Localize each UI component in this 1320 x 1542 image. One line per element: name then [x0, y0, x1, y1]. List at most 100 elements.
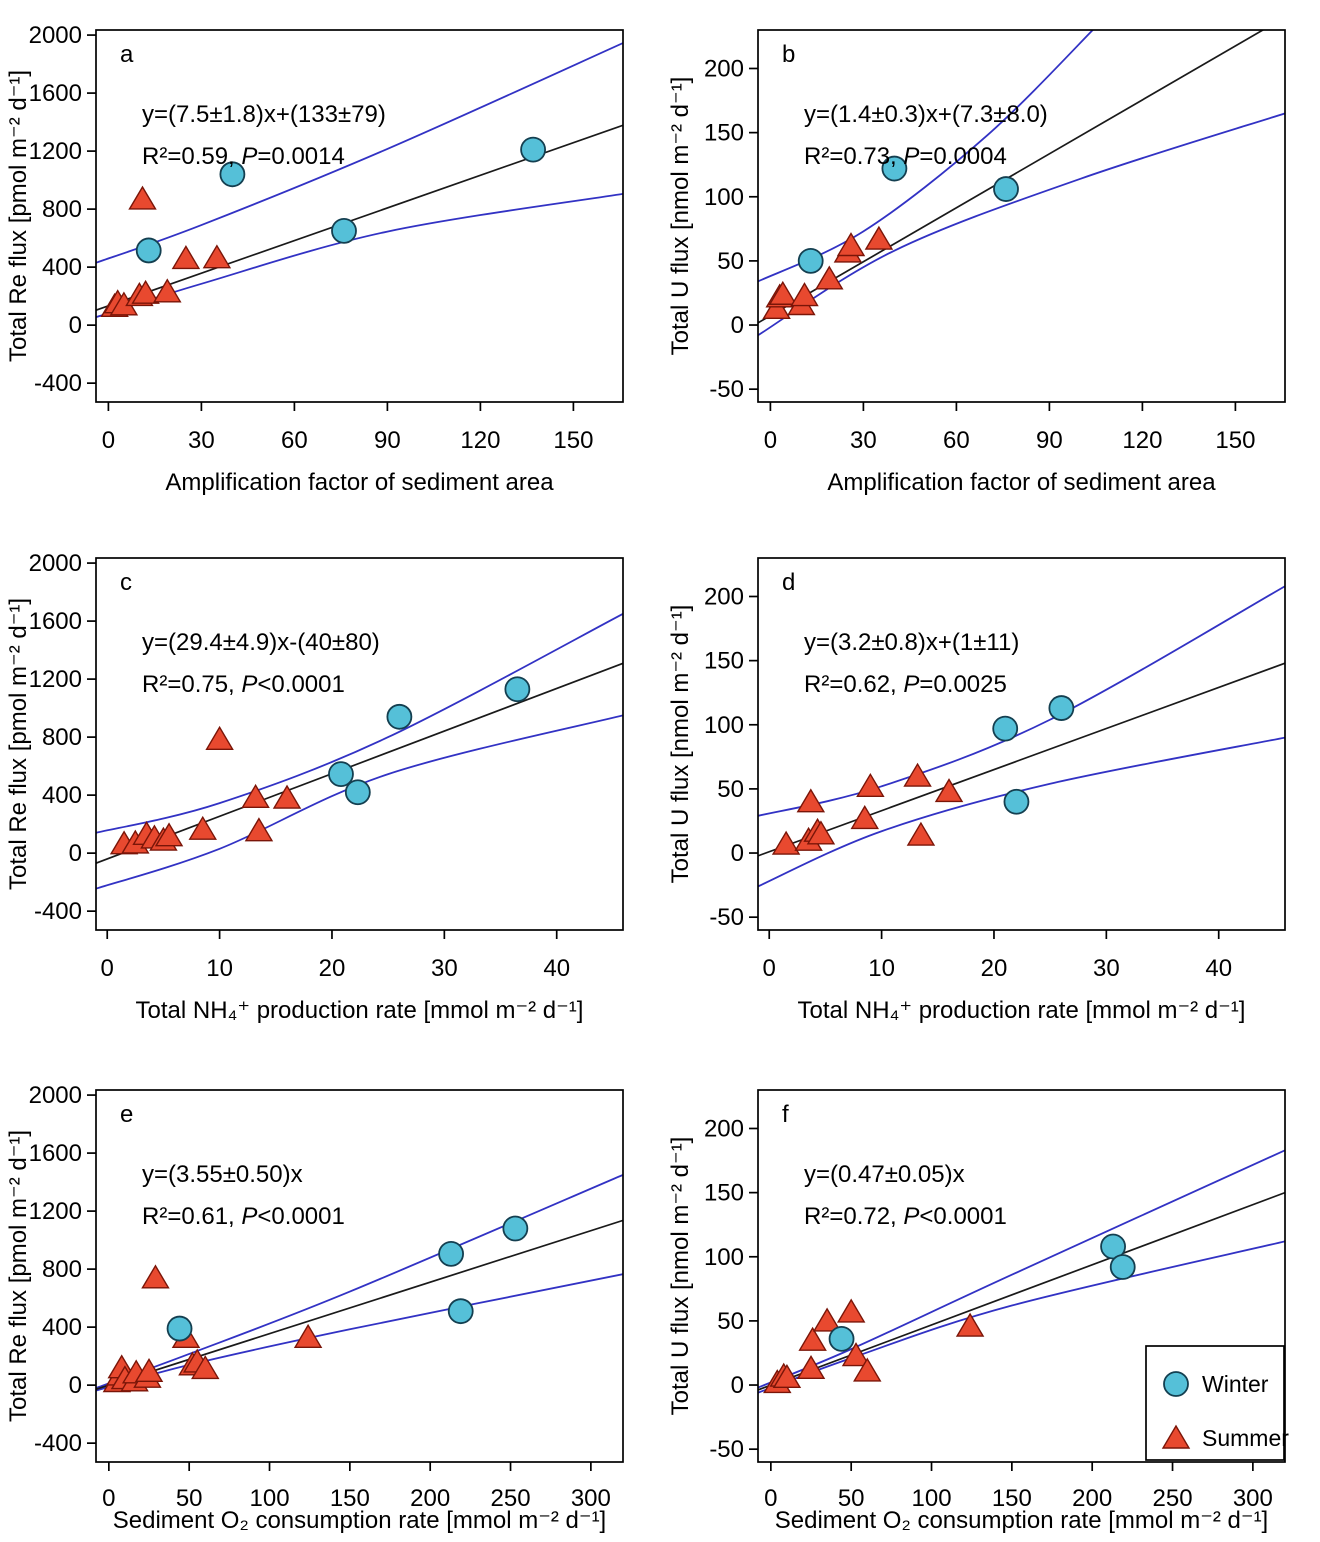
summer-point [903, 762, 932, 787]
regression-line [758, 662, 1285, 857]
x-tick-label: 0 [102, 1485, 115, 1512]
y-tick-label: -50 [709, 376, 744, 403]
summer-point [856, 772, 885, 798]
x-axis-title: Total NH₄⁺ production rate [mmol m⁻² d⁻¹… [136, 997, 584, 1024]
x-axis-title: Sediment O₂ consumption rate [mmol m⁻² d… [775, 1507, 1268, 1534]
x-tick-label: 250 [1153, 1485, 1193, 1512]
y-tick-label: 150 [704, 1180, 744, 1207]
equation-text: y=(0.47±0.05)x [804, 1161, 965, 1188]
summer-point [806, 820, 836, 845]
y-axis-title: Total U flux [nmol m⁻² d⁻¹] [667, 77, 694, 356]
y-tick-label: 2000 [29, 22, 82, 49]
x-tick-label: 120 [1122, 427, 1162, 454]
legend-winter-marker-icon [1163, 1371, 1189, 1397]
summer-point [188, 815, 217, 840]
panel-e: 0 50 100 150 200 250 300 -400 0 400 800 1200 1600 200… [5, 1082, 624, 1534]
equation-text: y=(29.4±4.9)x-(40±80) [142, 629, 380, 656]
panel-letter: f [782, 1101, 789, 1128]
winter-point [828, 1325, 855, 1352]
x-tick-label: 30 [431, 955, 458, 982]
y-tick-label: 0 [731, 312, 744, 339]
y-tick-label: 150 [704, 120, 744, 147]
x-tick-label: 150 [1215, 427, 1255, 454]
panel-letter: a [120, 41, 134, 68]
y-tick-label: 1200 [29, 666, 82, 693]
x-tick-label: 100 [912, 1485, 952, 1512]
x-tick-label: 0 [763, 955, 776, 982]
y-tick-label: 1200 [29, 1198, 82, 1225]
y-tick-label: 200 [704, 1115, 744, 1142]
x-tick-label: 200 [410, 1485, 450, 1512]
y-tick-label: 100 [704, 1244, 744, 1271]
y-tick-label: 200 [704, 583, 744, 610]
winter-point [504, 676, 531, 703]
panel-letter: e [120, 1101, 133, 1128]
y-tick-label: 0 [69, 312, 82, 339]
y-tick-label: 1600 [29, 80, 82, 107]
legend-label-summer: Summer [1202, 1425, 1289, 1451]
summer-point [864, 225, 894, 250]
winter-point [386, 703, 413, 730]
confidence-band-upper [96, 613, 623, 834]
y-tick-label: -400 [34, 370, 82, 397]
winter-point [520, 136, 546, 163]
stats-text: R²=0.72, P<0.0001 [804, 1203, 1007, 1230]
x-tick-label: 10 [868, 955, 895, 982]
winter-point [992, 715, 1019, 742]
winter-point [1109, 1254, 1136, 1280]
x-tick-label: 0 [101, 955, 114, 982]
legend: Winter Summer [1145, 1345, 1289, 1461]
y-tick-label: -50 [709, 904, 744, 931]
summer-point [154, 822, 184, 847]
confidence-band-lower [758, 736, 1285, 888]
summer-point [853, 1357, 882, 1382]
summer-point [798, 1326, 827, 1351]
y-tick-label: 2000 [29, 550, 82, 577]
x-tick-label: 120 [460, 427, 500, 454]
y-tick-label: 0 [69, 840, 82, 867]
summer-point [293, 1323, 323, 1348]
summer-point [906, 821, 936, 846]
summer-point [796, 1354, 826, 1380]
x-tick-label: 40 [1205, 955, 1232, 982]
winter-point [219, 161, 246, 188]
y-axis-title: Total Re flux [pmol m⁻² d⁻¹] [5, 598, 32, 890]
y-tick-label: -400 [34, 898, 82, 925]
summer-point [202, 244, 232, 269]
legend-label-winter: Winter [1202, 1371, 1269, 1397]
x-tick-label: 150 [553, 427, 593, 454]
y-tick-label: 800 [42, 196, 82, 223]
y-axis-title: Total U flux [nmol m⁻² d⁻¹] [667, 1137, 694, 1416]
regression-line [758, 1191, 1285, 1391]
summer-point [191, 1355, 220, 1380]
confidence-band-lower [758, 112, 1285, 337]
stats-text: R²=0.62, P=0.0025 [804, 671, 1007, 698]
stats-text: R²=0.61, P<0.0001 [142, 1203, 345, 1230]
summer-point [131, 279, 160, 304]
x-tick-label: 90 [1036, 427, 1063, 454]
equation-text: y=(1.4±0.3)x+(7.3±8.0) [804, 101, 1048, 128]
summer-point [815, 265, 844, 290]
winter-point [328, 761, 354, 787]
winter-point [1003, 788, 1030, 815]
panel-letter: d [782, 569, 795, 596]
x-tick-label: 30 [188, 427, 215, 454]
confidence-band-upper [758, 585, 1285, 817]
x-tick-label: 100 [250, 1485, 290, 1512]
x-tick-label: 150 [992, 1485, 1032, 1512]
y-tick-label: 0 [731, 840, 744, 867]
winter-point [166, 1315, 193, 1342]
panel-letter: c [120, 569, 132, 596]
x-tick-label: 0 [102, 427, 115, 454]
y-tick-label: 400 [42, 254, 82, 281]
winter-point [797, 247, 824, 274]
summer-point [171, 245, 201, 270]
panel-letter: b [782, 41, 795, 68]
panel-b: 0 30 60 90 120 150 -50 0 50 100 150 200 Amplificatio… [667, 29, 1286, 496]
summer-point [772, 1363, 802, 1389]
stats-text: R²=0.73, P=0.0004 [804, 143, 1007, 170]
winter-point [1048, 695, 1075, 721]
stats-text: R²=0.59, P=0.0014 [142, 143, 345, 170]
plot-frame [757, 29, 1286, 403]
x-tick-label: 30 [1093, 955, 1120, 982]
